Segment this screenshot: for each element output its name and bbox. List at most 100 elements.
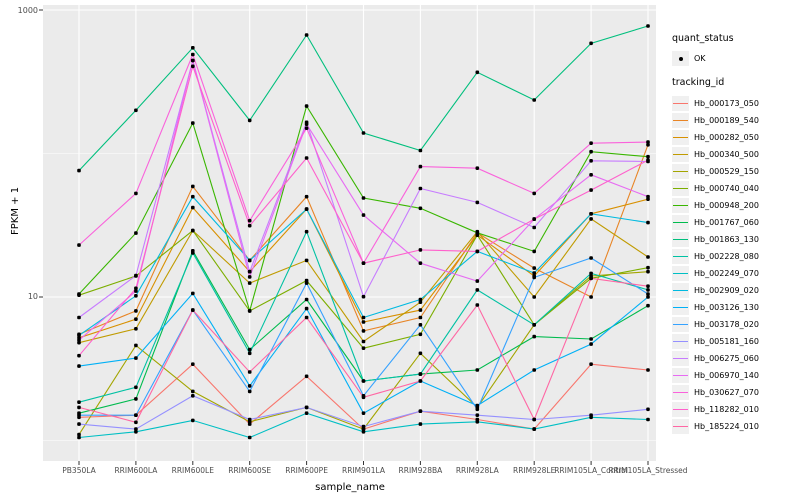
- x-tick-label-RRIM105LA_Control: RRIM105LA_Control: [554, 466, 628, 475]
- data-point: [361, 339, 366, 344]
- data-point: [589, 295, 593, 299]
- data-point: [418, 186, 423, 191]
- legend-item-label: Hb_002228_080: [694, 252, 759, 261]
- data-point: [646, 303, 650, 308]
- legend-item-label: Hb_003126_130: [694, 303, 759, 312]
- data-point: [77, 422, 81, 426]
- legend-key-swatch: [672, 266, 689, 281]
- data-point: [646, 143, 650, 147]
- data-point: [646, 154, 650, 159]
- data-point: [77, 364, 81, 368]
- legend-item-Hb_000529_150[interactable]: Hb_000529_150: [672, 163, 759, 180]
- data-point: [304, 104, 309, 108]
- data-point: [532, 295, 536, 299]
- data-point: [646, 194, 650, 199]
- legend-item-Hb_000948_200[interactable]: Hb_000948_200: [672, 197, 759, 214]
- legend-key-swatch: [672, 334, 689, 349]
- legend-item-Hb_000740_040[interactable]: Hb_000740_040: [672, 180, 759, 197]
- legend-line-icon: [673, 154, 688, 155]
- data-point: [646, 265, 650, 270]
- data-point: [418, 409, 423, 413]
- legend-item-Hb_001863_130[interactable]: Hb_001863_130: [672, 231, 759, 248]
- data-point: [361, 315, 366, 320]
- data-point: [134, 289, 138, 293]
- data-point: [589, 337, 593, 341]
- data-point: [191, 64, 195, 69]
- legend-key-swatch: [672, 130, 689, 145]
- data-point: [646, 255, 650, 259]
- data-point: [134, 413, 138, 417]
- legend-item-label: Hb_005181_160: [694, 337, 759, 346]
- data-point: [475, 279, 480, 283]
- legend-key-swatch: [672, 402, 689, 417]
- legend-item-Hb_005181_160[interactable]: Hb_005181_160: [672, 333, 759, 350]
- data-point: [646, 158, 650, 162]
- data-point: [475, 403, 480, 408]
- data-point: [475, 288, 480, 292]
- data-point: [532, 225, 536, 230]
- data-point: [589, 188, 593, 192]
- legend-line-icon: [673, 188, 688, 189]
- legend-item-Hb_002228_080[interactable]: Hb_002228_080: [672, 248, 759, 265]
- data-point: [532, 275, 536, 280]
- legend-key-swatch: [672, 164, 689, 179]
- legend-line-icon: [673, 341, 688, 342]
- legend-line-icon: [673, 324, 688, 325]
- data-point: [77, 168, 81, 173]
- legend-item-Hb_006970_140[interactable]: Hb_006970_140: [672, 367, 759, 384]
- data-point: [418, 206, 423, 211]
- legend-item-Hb_006275_060[interactable]: Hb_006275_060: [672, 350, 759, 367]
- legend-item-Hb_003178_020[interactable]: Hb_003178_020: [672, 316, 759, 333]
- legend-item-Hb_000282_050[interactable]: Hb_000282_050: [672, 129, 759, 146]
- legend-item-Hb_002249_070[interactable]: Hb_002249_070: [672, 265, 759, 282]
- data-point: [532, 98, 536, 102]
- legend-item-Hb_000173_050[interactable]: Hb_000173_050: [672, 95, 759, 112]
- x-tick-label-RRIM105LA_Stressed: RRIM105LA_Stressed: [608, 466, 688, 475]
- data-point: [191, 46, 195, 50]
- data-point: [77, 432, 81, 437]
- data-point: [475, 368, 480, 372]
- data-point: [304, 126, 309, 130]
- data-point: [361, 346, 366, 350]
- data-point: [134, 420, 138, 425]
- data-point: [532, 334, 536, 339]
- data-point: [134, 273, 138, 278]
- data-point: [77, 353, 81, 358]
- data-point: [304, 405, 309, 410]
- legend-item-Hb_000340_500[interactable]: Hb_000340_500: [672, 146, 759, 163]
- data-point: [304, 374, 309, 379]
- legend-item-label: Hb_000340_500: [694, 150, 759, 159]
- legend-key-swatch: [672, 283, 689, 298]
- data-point: [646, 220, 650, 225]
- data-point: [418, 308, 423, 312]
- data-point: [418, 351, 423, 356]
- legend-item-ok[interactable]: OK: [672, 50, 706, 67]
- legend-item-Hb_003126_130[interactable]: Hb_003126_130: [672, 299, 759, 316]
- data-point: [532, 191, 536, 196]
- data-point: [77, 243, 81, 247]
- data-point: [589, 217, 593, 221]
- legend-item-Hb_002909_020[interactable]: Hb_002909_020: [672, 282, 759, 299]
- legend-key-swatch: [672, 147, 689, 162]
- data-point: [589, 362, 593, 366]
- data-point: [191, 58, 195, 63]
- x-tick-label-RRIM928LE: RRIM928LE: [513, 466, 556, 475]
- data-point: [361, 196, 366, 200]
- legend-line-icon: [673, 307, 688, 308]
- data-point: [646, 295, 650, 299]
- data-point: [191, 291, 195, 296]
- legend-item-label: Hb_000740_040: [694, 184, 759, 193]
- data-point: [475, 200, 480, 205]
- legend-item-Hb_000189_540[interactable]: Hb_000189_540: [672, 112, 759, 129]
- legend-item-Hb_185224_010[interactable]: Hb_185224_010: [672, 418, 759, 435]
- legend-item-label: Hb_002909_020: [694, 286, 759, 295]
- legend-item-Hb_001767_060[interactable]: Hb_001767_060: [672, 214, 759, 231]
- legend-item-Hb_118282_010[interactable]: Hb_118282_010: [672, 401, 759, 418]
- legend-line-icon: [673, 103, 688, 104]
- data-point: [134, 286, 138, 291]
- legend-key-swatch: [672, 215, 689, 230]
- data-point: [191, 205, 195, 210]
- data-point: [304, 281, 309, 285]
- legend-key-swatch: [672, 181, 689, 196]
- legend-item-Hb_030627_070[interactable]: Hb_030627_070: [672, 384, 759, 401]
